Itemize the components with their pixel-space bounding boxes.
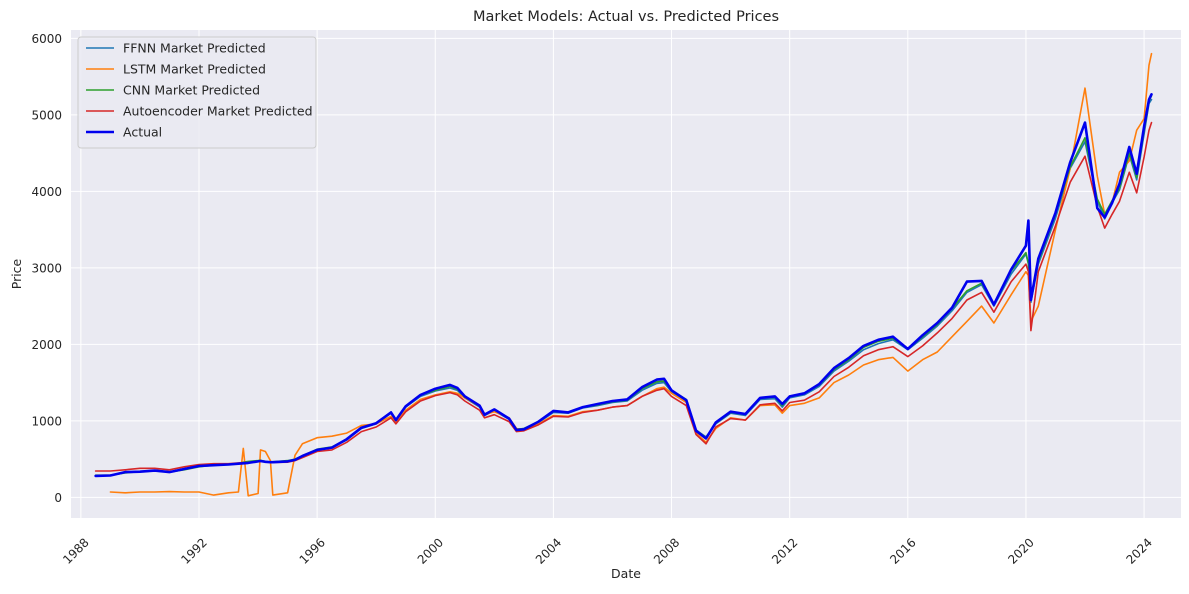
y-tick-label: 5000	[31, 108, 62, 122]
series-line-actual	[94, 93, 1153, 478]
legend-label: Autoencoder Market Predicted	[123, 104, 313, 119]
y-tick-label: 2000	[31, 338, 62, 352]
y-tick-label: 3000	[31, 261, 62, 275]
legend: FFNN Market Predicted LSTM Market Predict…	[77, 36, 317, 149]
legend-label: CNN Market Predicted	[123, 83, 260, 98]
y-tick-label: 6000	[31, 32, 62, 46]
legend-box	[77, 36, 317, 149]
y-tick-label: 0	[54, 491, 62, 505]
y-tick-label: 1000	[31, 414, 62, 428]
chart-title: Market Models: Actual vs. Predicted Pric…	[473, 9, 779, 25]
legend-label: FFNN Market Predicted	[123, 41, 266, 56]
y-tick-label: 4000	[31, 185, 62, 199]
y-axis-label: Price	[9, 258, 24, 289]
legend-label: Actual	[123, 125, 162, 140]
legend-label: LSTM Market Predicted	[123, 62, 266, 77]
x-axis-label: Date	[611, 566, 641, 581]
series-lines	[94, 52, 1153, 497]
